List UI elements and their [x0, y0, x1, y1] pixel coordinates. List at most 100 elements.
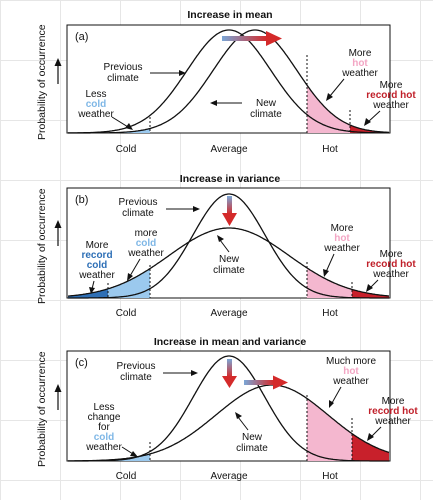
panel-b-tick-cold: Cold — [116, 308, 137, 319]
panel-a-record-hot-area — [350, 125, 389, 133]
panel-a-more-hot-label-1: More — [349, 48, 372, 59]
panel-c-shift-arrow-head — [273, 375, 288, 390]
panel-c-tick-hot: Hot — [322, 471, 338, 482]
panel-c-hot-pointer-head — [329, 400, 334, 408]
panel-b-cold-area — [108, 268, 150, 298]
panel-a-shift-arrow-shaft — [222, 36, 267, 41]
panel-a-tick-average: Average — [210, 144, 248, 155]
panel-c-hot-pointer — [331, 386, 342, 404]
panel-a-cold-pointer — [111, 116, 129, 128]
panel-c-more-hot-label-3: weather — [332, 376, 369, 387]
panel-b-more-cold-pointer — [129, 258, 141, 277]
panel-c-title: Increase in mean and variance — [154, 336, 306, 348]
panel-a-record-hot-label-2: record hot — [366, 90, 416, 101]
panel-a-previous-label-2: climate — [107, 73, 139, 84]
panel-b-more-cold-pointer-head — [127, 273, 133, 281]
panel-a-y-arrow-head — [54, 58, 62, 66]
panel-b-hot-pointer-head — [323, 269, 329, 277]
panel-c-cold-pointer — [121, 446, 134, 455]
panel-b-y-axis-label: Probability of occurrence — [36, 188, 48, 304]
panel-a-previous-label-1: Previous — [104, 62, 143, 73]
panel-b-record-cold-label-4: weather — [78, 270, 115, 281]
panel-b-previous-label-2: climate — [122, 208, 154, 219]
panel-b-variance-arrow-head — [222, 213, 237, 226]
panel-a-less-label: Less — [85, 89, 106, 100]
panel-c-previous-label-2: climate — [120, 372, 152, 383]
panel-c-more-hot-label-1: Much more — [326, 356, 376, 367]
panel-c-left-label-4: cold — [94, 432, 115, 443]
panel-c-new-pointer — [237, 416, 249, 431]
panel-b-y-arrow-head — [54, 220, 62, 228]
panel-c-record-hot-label-1: More — [382, 396, 405, 407]
panel-a-cold-label: cold — [86, 99, 107, 110]
panel-a-more-hot-label-3: weather — [341, 68, 378, 79]
panel-a-hot-area — [307, 85, 350, 133]
panel-b-record-cold-label-3: cold — [87, 260, 108, 271]
panel-a-new-pointer-head — [210, 100, 217, 106]
panel-a-weather-label: weather — [77, 109, 114, 120]
panel-c-previous-pointer-head — [191, 370, 198, 376]
panel-b-new-pointer — [219, 239, 230, 253]
panel-a-more-hot-label-2: hot — [352, 58, 368, 69]
panel-a-previous-curve — [68, 29, 389, 134]
panel-b-record-cold-label-2: record — [81, 250, 112, 261]
panel-a-record-hot-pointer-head — [364, 118, 371, 126]
panel-a-title: Increase in mean — [187, 9, 272, 21]
panel-b-previous-pointer-head — [193, 206, 200, 212]
panel-c-shift-arrow-shaft — [244, 380, 274, 385]
panel-c-record-hot-label-2: record hot — [368, 406, 418, 417]
panel-b: Increase in variance (b) Previous climat… — [36, 173, 416, 319]
panel-b-hot-pointer — [325, 253, 335, 273]
panel-b-previous-label-1: Previous — [119, 197, 158, 208]
panel-b-more-hot-label-2: hot — [334, 233, 350, 244]
panel-a-record-hot-pointer — [367, 110, 381, 123]
panel-a-frame — [66, 24, 391, 134]
panel-c-previous-label-1: Previous — [117, 361, 156, 372]
panel-b-new-label-1: New — [219, 254, 240, 265]
panel-c-left-label-1: Less — [93, 402, 114, 413]
panel-b-letter: (b) — [75, 194, 88, 206]
panel-a-record-hot-label-3: weather — [372, 100, 409, 111]
panel-c-letter: (c) — [75, 357, 88, 369]
panel-b-record-hot-pointer-head — [366, 284, 373, 292]
panel-c-record-hot-label-3: weather — [374, 416, 411, 427]
panel-c-left-label-3: for — [98, 422, 110, 433]
panel-a-record-hot-label-1: More — [380, 80, 403, 91]
panel-c-variance-arrow-shaft — [227, 359, 232, 377]
panel-b-record-hot-pointer — [369, 279, 379, 289]
panel-c-more-hot-label-2: hot — [343, 366, 359, 377]
panel-a-letter: (a) — [75, 31, 88, 43]
panel-a-tick-cold: Cold — [116, 144, 137, 155]
panel-b-record-hot-label-1: More — [380, 249, 403, 260]
panel-a-previous-pointer-head — [179, 70, 186, 76]
panel-b-tick-average: Average — [210, 308, 248, 319]
panel-c-left-label-2: change — [88, 412, 121, 423]
panel-b-more-hot-label-3: weather — [323, 243, 360, 254]
panel-c-new-label-1: New — [242, 432, 263, 443]
panel-b-new-curve — [67, 227, 390, 297]
panel-c-record-hot-area — [352, 433, 389, 461]
panel-c-new-label-2: climate — [236, 443, 268, 454]
panel-a-y-axis-label: Probability of occurrence — [36, 24, 48, 140]
panel-c-record-hot-pointer — [370, 426, 382, 438]
panel-a-hot-pointer-head — [326, 93, 333, 101]
panel-a-new-curve — [68, 29, 390, 134]
panel-c-record-hot-pointer-head — [367, 433, 374, 441]
panel-b-new-pointer-head — [217, 235, 224, 242]
panel-b-record-hot-label-3: weather — [372, 269, 409, 280]
panel-b-more-cold-label-1: more — [135, 228, 158, 239]
panel-c-tick-average: Average — [210, 471, 248, 482]
panel-a-cold-pointer-head — [125, 123, 133, 130]
panel-b-record-cold-label-1: More — [86, 240, 109, 251]
panel-a-hot-pointer — [329, 78, 345, 97]
panel-c-cold-pointer-head — [130, 451, 138, 457]
panel-b-variance-arrow-shaft — [227, 196, 232, 214]
panel-b-more-cold-label-2: cold — [136, 238, 157, 249]
panel-a-tick-hot: Hot — [322, 144, 338, 155]
panel-b-record-hot-label-2: record hot — [366, 259, 416, 270]
panel-a-shift-arrow-head — [266, 31, 282, 46]
panel-c-hot-area — [307, 398, 352, 461]
panel-c-y-axis-label: Probability of occurrence — [36, 351, 48, 467]
panel-c: Increase in mean and variance (c) Previo… — [36, 336, 418, 482]
